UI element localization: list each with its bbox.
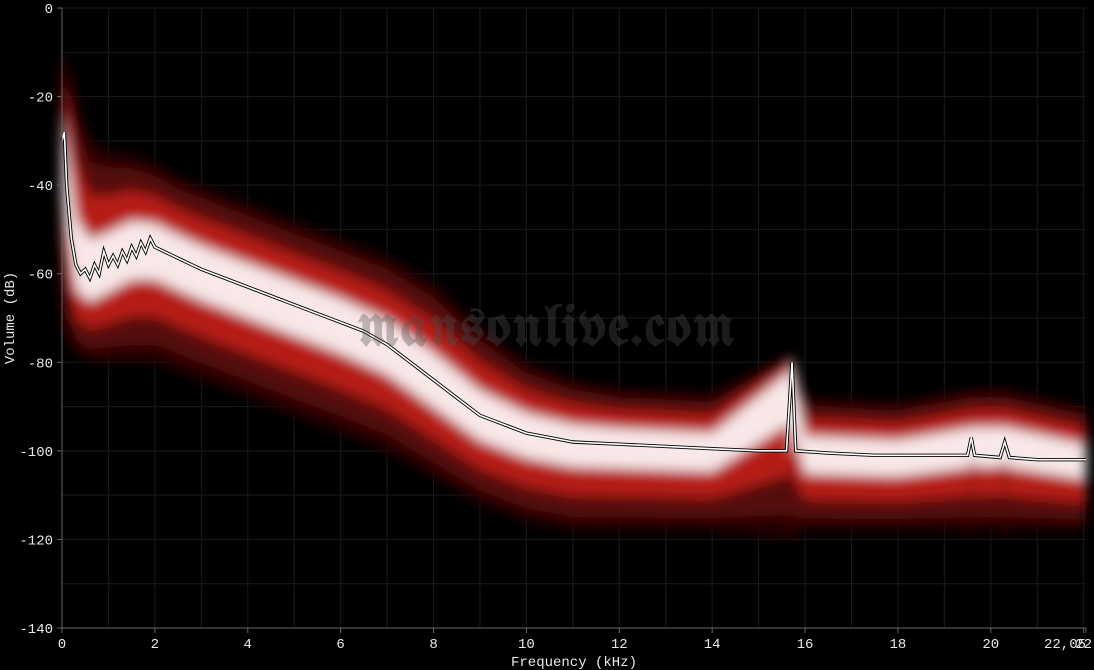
- svg-text:12: 12: [611, 637, 628, 653]
- svg-text:22,05: 22,05: [1044, 637, 1086, 653]
- svg-text:18: 18: [890, 637, 907, 653]
- svg-text:2: 2: [151, 637, 159, 653]
- svg-text:-120: -120: [19, 533, 53, 549]
- x-axis-label: Frequency (kHz): [511, 655, 637, 670]
- svg-text:8: 8: [429, 637, 437, 653]
- svg-text:0: 0: [45, 2, 53, 18]
- svg-text:14: 14: [704, 637, 721, 653]
- svg-text:4: 4: [244, 637, 252, 653]
- svg-text:16: 16: [797, 637, 814, 653]
- svg-text:-80: -80: [28, 356, 53, 372]
- y-axis-label: Volume (dB): [3, 272, 19, 364]
- spectrum-chart: 024681012141618202222,050-20-40-60-80-10…: [0, 0, 1094, 670]
- svg-text:10: 10: [518, 637, 535, 653]
- svg-text:-140: -140: [19, 622, 53, 638]
- svg-text:-40: -40: [28, 179, 53, 195]
- svg-text:6: 6: [336, 637, 344, 653]
- svg-text:-20: -20: [28, 91, 53, 107]
- chart-svg: 024681012141618202222,050-20-40-60-80-10…: [0, 0, 1094, 670]
- svg-text:-100: -100: [19, 445, 53, 461]
- svg-text:0: 0: [58, 637, 66, 653]
- svg-text:-60: -60: [28, 268, 53, 284]
- svg-text:20: 20: [982, 637, 999, 653]
